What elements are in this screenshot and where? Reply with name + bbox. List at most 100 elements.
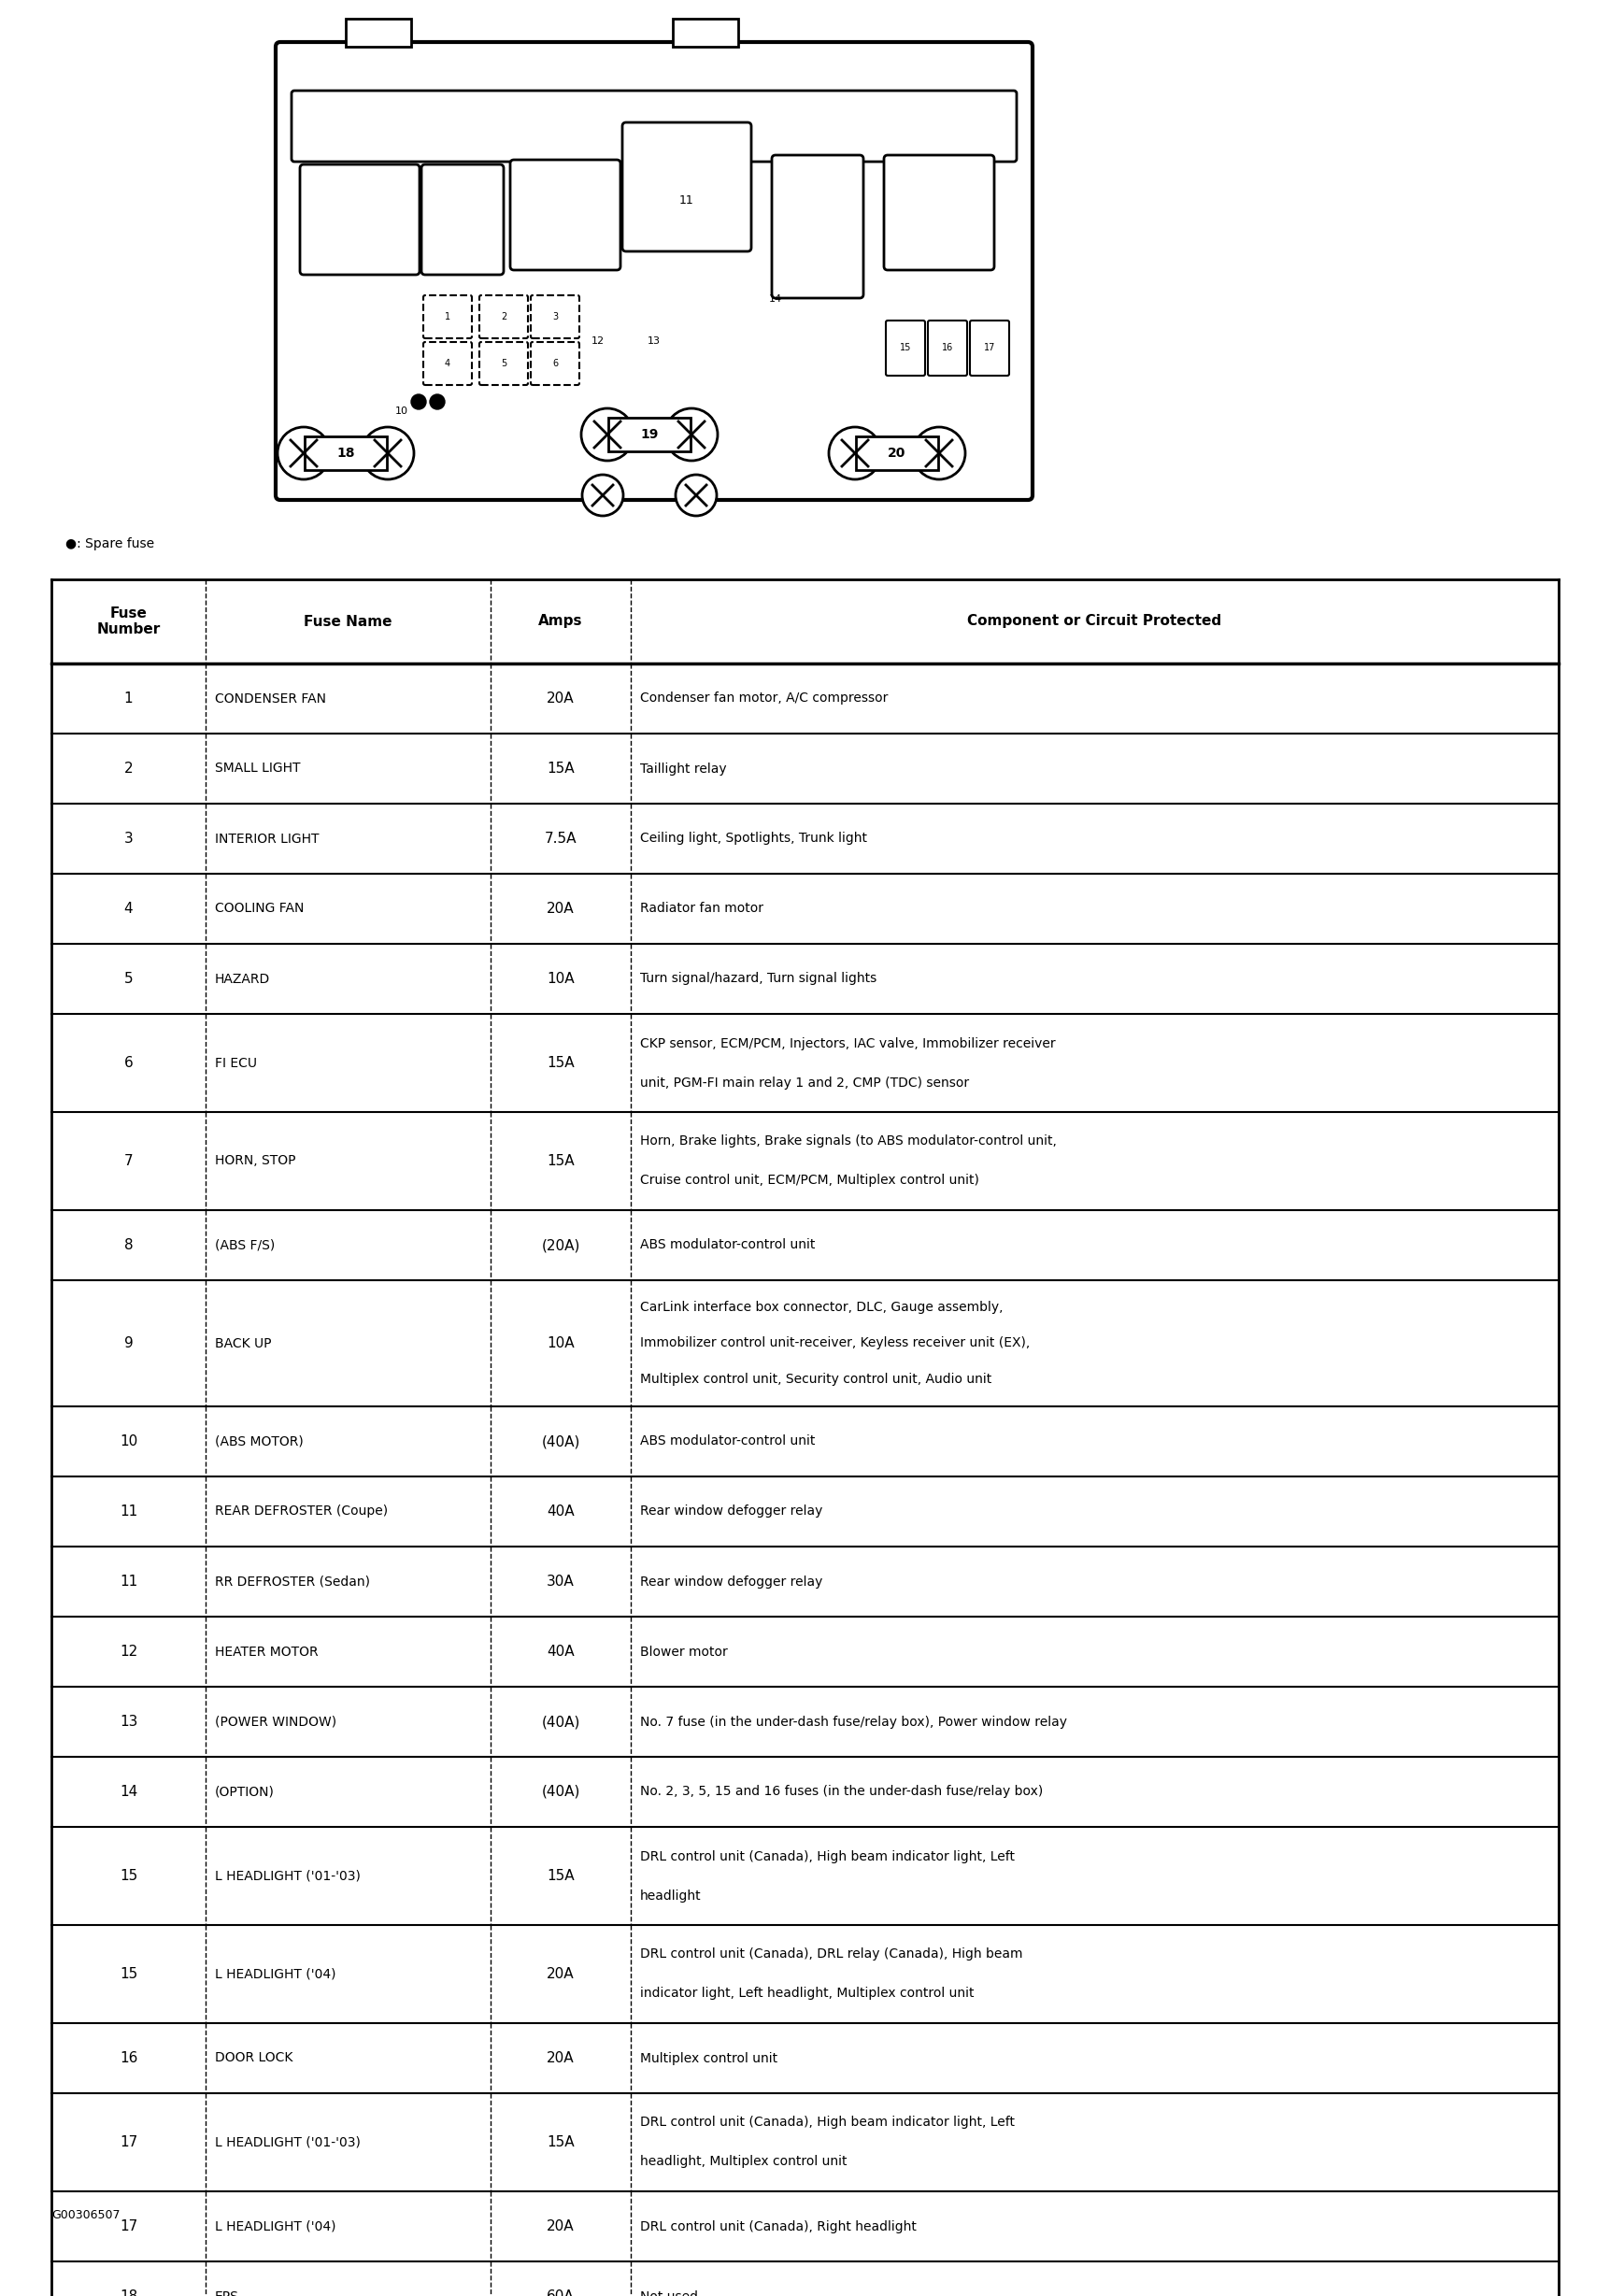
Text: Blower motor: Blower motor — [641, 1646, 728, 1658]
Text: Fuse
Number: Fuse Number — [97, 606, 161, 636]
Circle shape — [430, 395, 444, 409]
Text: 14: 14 — [119, 1784, 137, 1798]
Text: 16: 16 — [942, 342, 953, 351]
Circle shape — [665, 409, 718, 461]
FancyBboxPatch shape — [531, 296, 580, 338]
Text: 18: 18 — [336, 448, 354, 459]
Text: 20A: 20A — [547, 2050, 575, 2064]
Text: 17: 17 — [119, 2220, 137, 2234]
Text: CarLink interface box connector, DLC, Gauge assembly,: CarLink interface box connector, DLC, Ga… — [641, 1302, 1003, 1313]
Text: 15A: 15A — [547, 2135, 575, 2149]
Text: 30A: 30A — [547, 1575, 575, 1589]
FancyBboxPatch shape — [886, 321, 926, 377]
Text: 20: 20 — [889, 448, 906, 459]
Text: 13: 13 — [119, 1715, 137, 1729]
Text: 20A: 20A — [547, 2220, 575, 2234]
FancyBboxPatch shape — [510, 161, 620, 271]
Text: 20A: 20A — [547, 1968, 575, 1981]
Text: L HEADLIGHT ('01-'03): L HEADLIGHT ('01-'03) — [214, 1869, 361, 1883]
Polygon shape — [857, 436, 939, 471]
Text: 17: 17 — [119, 2135, 137, 2149]
Text: 11: 11 — [119, 1504, 137, 1518]
Text: No. 2, 3, 5, 15 and 16 fuses (in the under-dash fuse/relay box): No. 2, 3, 5, 15 and 16 fuses (in the und… — [641, 1786, 1043, 1798]
Text: Condenser fan motor, A/C compressor: Condenser fan motor, A/C compressor — [641, 691, 889, 705]
Text: 17: 17 — [984, 342, 995, 351]
Circle shape — [362, 427, 414, 480]
Text: Multiplex control unit, Security control unit, Audio unit: Multiplex control unit, Security control… — [641, 1373, 992, 1387]
Text: DRL control unit (Canada), High beam indicator light, Left: DRL control unit (Canada), High beam ind… — [641, 1851, 1014, 1862]
Text: Rear window defogger relay: Rear window defogger relay — [641, 1575, 823, 1589]
Text: (POWER WINDOW): (POWER WINDOW) — [214, 1715, 336, 1729]
Text: 40A: 40A — [547, 1644, 575, 1658]
Circle shape — [829, 427, 881, 480]
Text: ●: Spare fuse: ●: Spare fuse — [66, 537, 155, 551]
Text: CONDENSER FAN: CONDENSER FAN — [214, 691, 327, 705]
Polygon shape — [673, 18, 739, 46]
Text: Immobilizer control unit-receiver, Keyless receiver unit (EX),: Immobilizer control unit-receiver, Keyle… — [641, 1336, 1030, 1350]
Text: 7: 7 — [124, 1155, 134, 1169]
FancyBboxPatch shape — [291, 90, 1016, 161]
Polygon shape — [609, 418, 691, 452]
Text: Turn signal/hazard, Turn signal lights: Turn signal/hazard, Turn signal lights — [641, 971, 877, 985]
Text: 9: 9 — [124, 1336, 134, 1350]
Text: Rear window defogger relay: Rear window defogger relay — [641, 1504, 823, 1518]
Text: (ABS MOTOR): (ABS MOTOR) — [214, 1435, 303, 1449]
Text: 12: 12 — [119, 1644, 137, 1658]
Circle shape — [676, 475, 716, 517]
Text: 3: 3 — [124, 831, 134, 845]
Text: L HEADLIGHT ('04): L HEADLIGHT ('04) — [214, 2220, 336, 2234]
Text: L HEADLIGHT ('01-'03): L HEADLIGHT ('01-'03) — [214, 2135, 361, 2149]
Text: (20A): (20A) — [541, 1238, 580, 1251]
Text: ABS modulator-control unit: ABS modulator-control unit — [641, 1435, 815, 1449]
Text: (40A): (40A) — [541, 1715, 580, 1729]
Text: 5: 5 — [124, 971, 134, 985]
Text: unit, PGM-FI main relay 1 and 2, CMP (TDC) sensor: unit, PGM-FI main relay 1 and 2, CMP (TD… — [641, 1077, 969, 1088]
Circle shape — [277, 427, 330, 480]
Text: (OPTION): (OPTION) — [214, 1786, 275, 1798]
Text: (40A): (40A) — [541, 1435, 580, 1449]
Text: headlight: headlight — [641, 1890, 702, 1901]
FancyBboxPatch shape — [423, 342, 472, 386]
Text: DOOR LOCK: DOOR LOCK — [214, 2053, 293, 2064]
Text: 19: 19 — [641, 427, 658, 441]
Text: 20A: 20A — [547, 691, 575, 705]
Text: DRL control unit (Canada), Right headlight: DRL control unit (Canada), Right headlig… — [641, 2220, 916, 2234]
Text: (40A): (40A) — [541, 1784, 580, 1798]
FancyBboxPatch shape — [275, 41, 1032, 501]
Text: Fuse Name: Fuse Name — [304, 615, 393, 629]
Text: 2: 2 — [501, 312, 507, 321]
FancyBboxPatch shape — [422, 165, 504, 276]
Text: 4: 4 — [124, 902, 134, 916]
Text: 5: 5 — [501, 358, 507, 367]
FancyBboxPatch shape — [480, 342, 528, 386]
FancyBboxPatch shape — [927, 321, 968, 377]
Text: 15: 15 — [119, 1869, 137, 1883]
Text: 10A: 10A — [547, 1336, 575, 1350]
Text: 60A: 60A — [547, 2289, 575, 2296]
Text: 3: 3 — [552, 312, 559, 321]
Text: Taillight relay: Taillight relay — [641, 762, 726, 776]
Text: 15: 15 — [119, 1968, 137, 1981]
Text: CKP sensor, ECM/PCM, Injectors, IAC valve, Immobilizer receiver: CKP sensor, ECM/PCM, Injectors, IAC valv… — [641, 1038, 1056, 1049]
Text: Radiator fan motor: Radiator fan motor — [641, 902, 763, 916]
Text: 6: 6 — [552, 358, 559, 367]
Text: headlight, Multiplex control unit: headlight, Multiplex control unit — [641, 2156, 847, 2167]
Text: Horn, Brake lights, Brake signals (to ABS modulator-control unit,: Horn, Brake lights, Brake signals (to AB… — [641, 1134, 1056, 1148]
Polygon shape — [346, 18, 411, 46]
FancyBboxPatch shape — [531, 342, 580, 386]
Text: 1: 1 — [444, 312, 451, 321]
Text: 10: 10 — [396, 406, 409, 416]
Text: 15A: 15A — [547, 1869, 575, 1883]
Text: HAZARD: HAZARD — [214, 971, 270, 985]
Circle shape — [411, 395, 427, 409]
Circle shape — [581, 409, 633, 461]
Text: FI ECU: FI ECU — [214, 1056, 258, 1070]
Text: 20A: 20A — [547, 902, 575, 916]
Text: 6: 6 — [124, 1056, 134, 1070]
FancyBboxPatch shape — [969, 321, 1009, 377]
FancyBboxPatch shape — [299, 165, 420, 276]
Text: 4: 4 — [444, 358, 451, 367]
Text: L HEADLIGHT ('04): L HEADLIGHT ('04) — [214, 1968, 336, 1981]
Text: Multiplex control unit: Multiplex control unit — [641, 2053, 778, 2064]
Text: 11: 11 — [119, 1575, 137, 1589]
